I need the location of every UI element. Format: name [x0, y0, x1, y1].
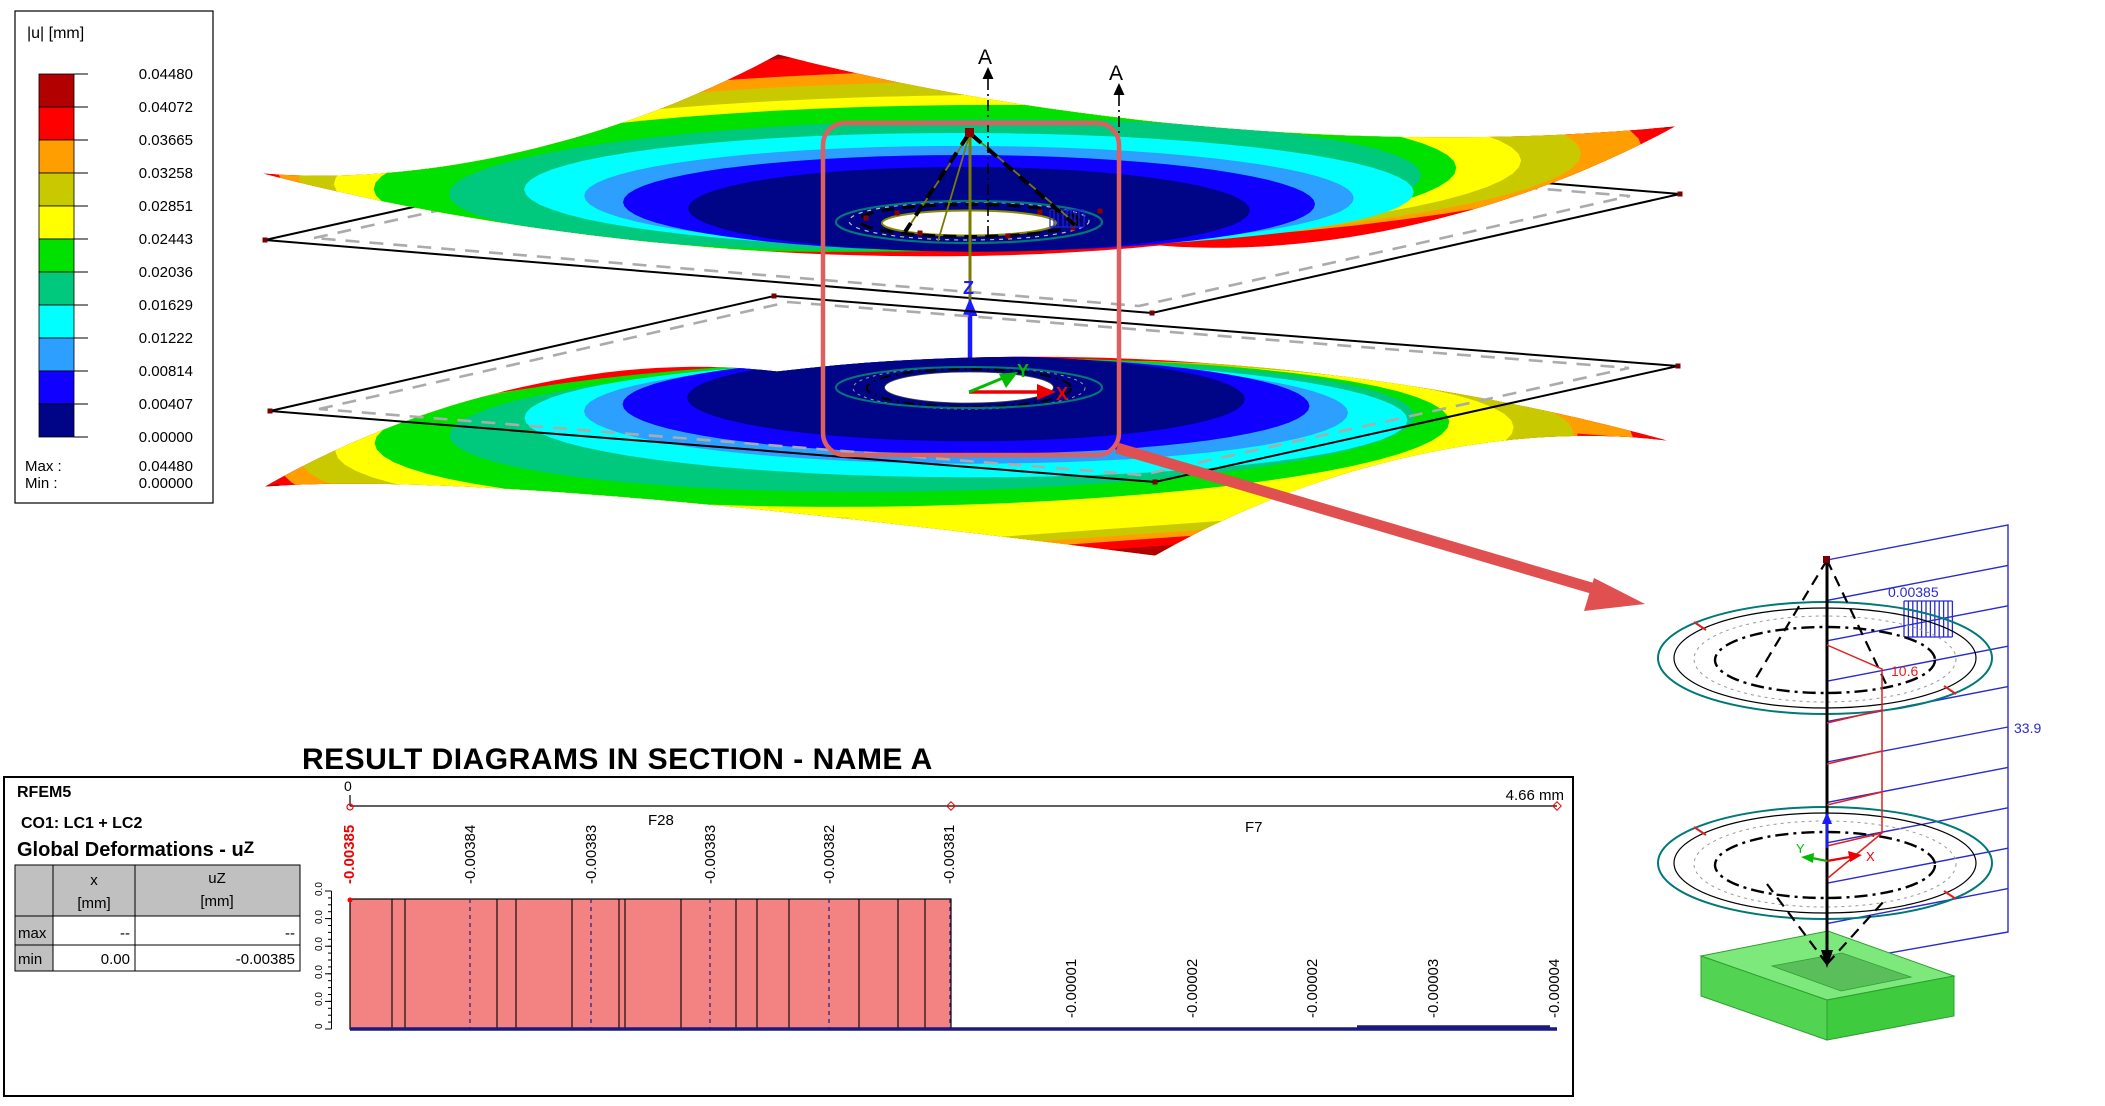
svg-text:0.04480: 0.04480: [139, 458, 193, 475]
svg-text:0.02851: 0.02851: [139, 198, 193, 215]
svg-text:X: X: [1866, 849, 1875, 864]
svg-text:0.00407: 0.00407: [139, 396, 193, 413]
svg-text:min: min: [18, 951, 42, 968]
svg-text:0.0: 0.0: [314, 882, 325, 896]
svg-text:max: max: [18, 925, 47, 942]
svg-text:0.0: 0.0: [314, 965, 325, 979]
svg-text:Y: Y: [1796, 841, 1805, 856]
svg-text:[mm]: [mm]: [200, 893, 233, 910]
svg-text:F28: F28: [648, 812, 674, 829]
svg-text:0.00: 0.00: [101, 951, 130, 968]
svg-text:0.02036: 0.02036: [139, 264, 193, 281]
svg-text:0.00385: 0.00385: [1888, 584, 1939, 600]
svg-text:0.02443: 0.02443: [139, 231, 193, 248]
svg-text:Global Deformations - uZ: Global Deformations - uZ: [17, 838, 254, 861]
svg-text:RESULT DIAGRAMS IN SECTION - N: RESULT DIAGRAMS IN SECTION - NAME A: [302, 743, 933, 776]
svg-text:-0.00382: -0.00382: [821, 825, 838, 884]
svg-text:X: X: [1056, 384, 1068, 404]
svg-text:0.04480: 0.04480: [139, 66, 193, 83]
svg-text:0: 0: [344, 778, 352, 794]
svg-text:-0.00384: -0.00384: [462, 825, 479, 884]
svg-text:--: --: [285, 925, 295, 942]
svg-text:A: A: [1109, 62, 1123, 85]
svg-text:0.0: 0.0: [314, 937, 325, 951]
svg-text:-0.00383: -0.00383: [702, 825, 719, 884]
svg-text:Min :: Min :: [25, 475, 58, 492]
svg-text:x: x: [90, 872, 98, 889]
svg-text:0.01222: 0.01222: [139, 330, 193, 347]
svg-text:0.01629: 0.01629: [139, 297, 193, 314]
svg-text:-0.00004: -0.00004: [1546, 959, 1563, 1018]
svg-text:--: --: [120, 925, 130, 942]
svg-text:33.9: 33.9: [2014, 720, 2041, 736]
svg-text:-0.00385: -0.00385: [341, 825, 358, 884]
svg-text:0.0: 0.0: [314, 910, 325, 924]
svg-text:10.6: 10.6: [1891, 663, 1918, 679]
svg-text:0.00814: 0.00814: [139, 363, 193, 380]
svg-text:0: 0: [314, 1023, 325, 1029]
svg-text:0.0: 0.0: [314, 992, 325, 1006]
svg-text:0.04072: 0.04072: [139, 99, 193, 116]
svg-text:uZ: uZ: [208, 870, 226, 887]
svg-text:CO1: LC1 + LC2: CO1: LC1 + LC2: [21, 815, 142, 832]
svg-text:F7: F7: [1245, 819, 1263, 836]
svg-text:Max :: Max :: [25, 458, 62, 475]
svg-text:0.03665: 0.03665: [139, 132, 193, 149]
svg-text:-0.00002: -0.00002: [1304, 959, 1321, 1018]
svg-text:Z: Z: [963, 278, 974, 298]
svg-text:0.00000: 0.00000: [139, 475, 193, 492]
svg-text:-0.00002: -0.00002: [1184, 959, 1201, 1018]
svg-text:RFEM5: RFEM5: [17, 784, 71, 801]
svg-text:-0.00381: -0.00381: [941, 825, 958, 884]
svg-text:-0.00003: -0.00003: [1425, 959, 1442, 1018]
svg-text:|u| [mm]: |u| [mm]: [27, 25, 84, 42]
svg-text:-0.00001: -0.00001: [1063, 959, 1080, 1018]
svg-text:-0.00383: -0.00383: [583, 825, 600, 884]
svg-text:[mm]: [mm]: [77, 895, 110, 912]
svg-text:A: A: [978, 46, 992, 69]
svg-text:0.00000: 0.00000: [139, 429, 193, 446]
svg-text:-0.00385: -0.00385: [236, 951, 295, 968]
svg-text:0.03258: 0.03258: [139, 165, 193, 182]
svg-text:4.66 mm: 4.66 mm: [1506, 787, 1564, 804]
svg-text:Y: Y: [1017, 361, 1029, 381]
